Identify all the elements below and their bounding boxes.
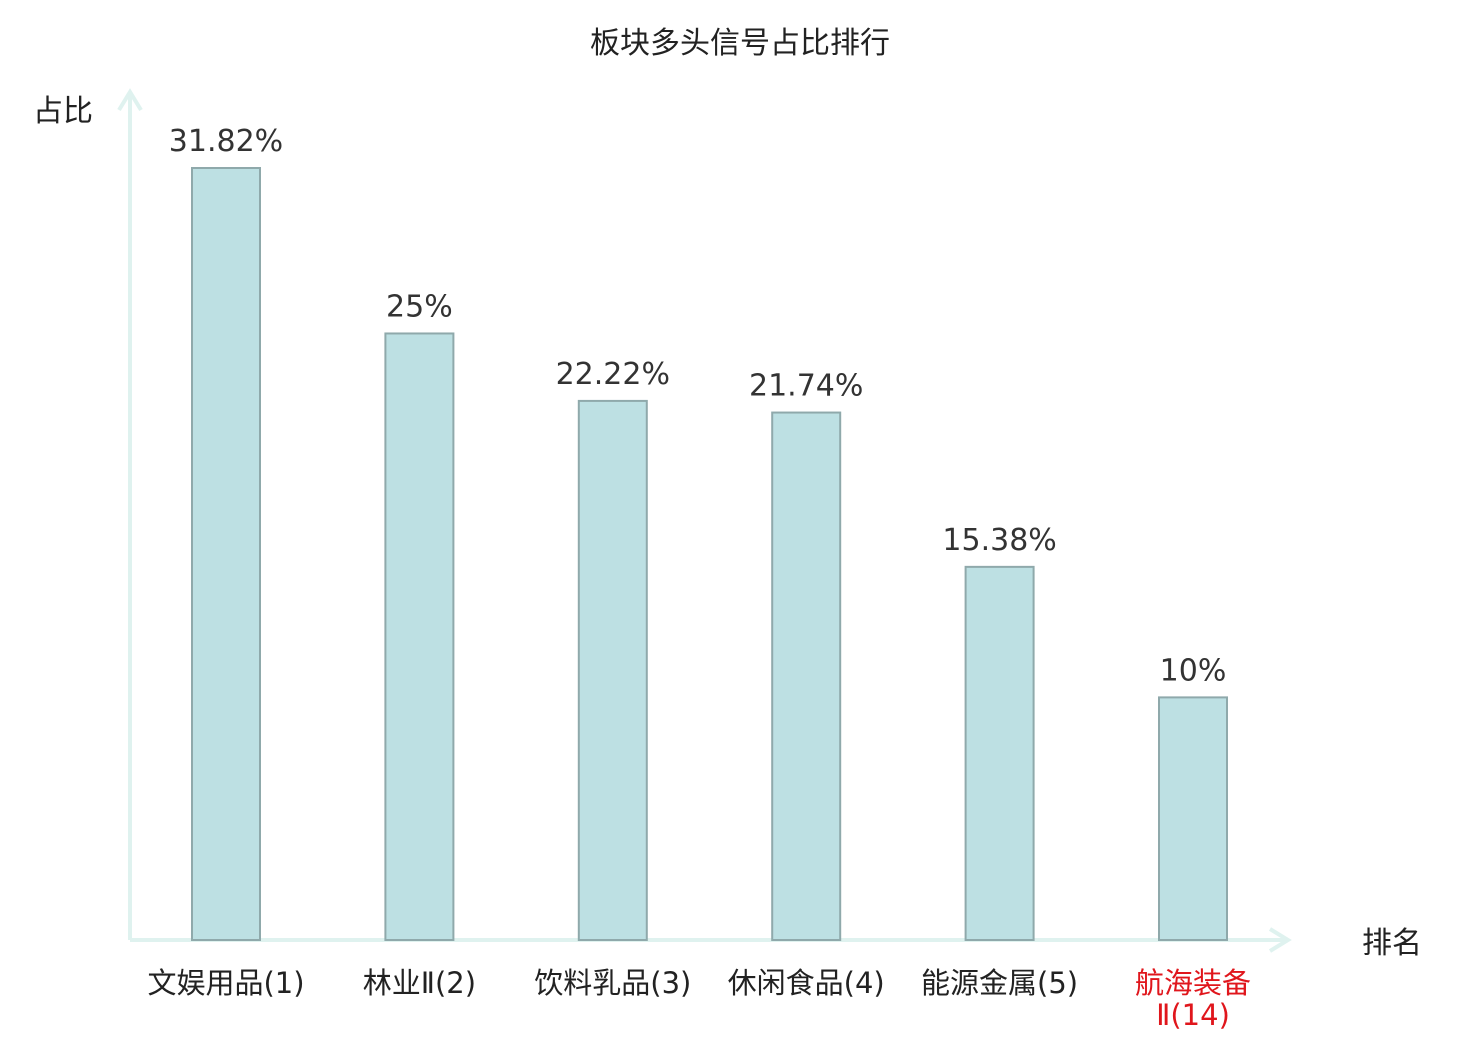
category-label-5: 能源金属(5) <box>921 966 1078 1000</box>
value-label-5: 15.38% <box>942 523 1056 558</box>
category-label-line: Ⅱ(14) <box>1156 998 1230 1032</box>
bar-5 <box>964 565 1035 941</box>
category-label-line: 林业Ⅱ(2) <box>363 966 476 1000</box>
bar-1 <box>191 167 261 941</box>
bar-2 <box>384 332 455 941</box>
chart-axes <box>117 88 1292 953</box>
category-label-line: 休闲食品(4) <box>728 966 885 1000</box>
value-label-1: 31.82% <box>169 124 283 159</box>
category-label-2: 林业Ⅱ(2) <box>363 966 476 1000</box>
category-label-1: 文娱用品(1) <box>147 966 304 1000</box>
bar-3 <box>577 399 648 942</box>
category-label-line: 能源金属(5) <box>921 966 1078 1000</box>
bar-4 <box>771 411 842 942</box>
x-axis-label: 排名 <box>1362 926 1422 961</box>
category-label-6: 航海装备 Ⅱ(14) <box>1135 966 1251 1032</box>
value-label-4: 21.74% <box>749 369 863 404</box>
category-label-4: 休闲食品(4) <box>728 966 885 1000</box>
value-label-3: 22.22% <box>556 357 670 392</box>
bar-series <box>191 167 1228 942</box>
value-label-6: 10% <box>1160 653 1227 688</box>
x-axis-arrow-icon <box>1268 927 1292 953</box>
chart-title: 板块多头信号占比排行 <box>590 26 890 61</box>
value-label-2: 25% <box>386 289 453 324</box>
category-label-3: 饮料乳品(3) <box>534 966 691 1000</box>
bar-6 <box>1158 696 1228 942</box>
category-label-line: 航海装备 <box>1135 966 1251 1000</box>
category-label-line: 饮料乳品(3) <box>534 966 691 1000</box>
y-axis-label: 占比 <box>33 94 93 129</box>
y-axis-arrow-icon <box>117 88 143 112</box>
category-labels: 文娱用品(1) 林业Ⅱ(2) 饮料乳品(3) 休闲食品(4) 能源金属(5) 航海装备 Ⅱ(… <box>147 966 1251 1032</box>
value-labels: 31.82% 25% 22.22% 21.74% 15.38% 10% <box>169 124 1227 688</box>
category-label-line: 文娱用品(1) <box>147 966 304 1000</box>
